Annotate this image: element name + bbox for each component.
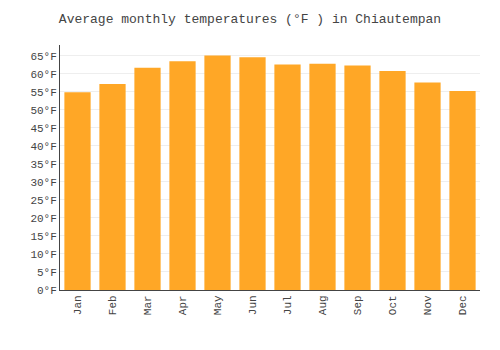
svg-text:35°F: 35°F xyxy=(30,159,56,171)
svg-text:55°F: 55°F xyxy=(30,87,56,99)
svg-text:45°F: 45°F xyxy=(30,123,56,135)
svg-text:5°F: 5°F xyxy=(37,267,57,279)
svg-text:Sep: Sep xyxy=(352,295,364,315)
svg-text:25°F: 25°F xyxy=(30,195,56,207)
svg-text:Average monthly temperatures (: Average monthly temperatures (°F ) in Ch… xyxy=(59,12,441,27)
svg-text:0°F: 0°F xyxy=(37,285,57,297)
svg-text:Nov: Nov xyxy=(422,295,434,315)
svg-text:Jan: Jan xyxy=(72,295,84,315)
svg-text:10°F: 10°F xyxy=(30,249,56,261)
svg-text:30°F: 30°F xyxy=(30,177,56,189)
svg-text:50°F: 50°F xyxy=(30,105,56,117)
svg-text:65°F: 65°F xyxy=(30,51,56,63)
svg-text:Jul: Jul xyxy=(282,295,294,315)
svg-text:Aug: Aug xyxy=(317,295,329,315)
svg-text:Feb: Feb xyxy=(107,295,119,315)
svg-text:Apr: Apr xyxy=(177,295,189,315)
svg-text:Jun: Jun xyxy=(247,295,259,315)
svg-text:Dec: Dec xyxy=(457,295,469,315)
svg-text:20°F: 20°F xyxy=(30,213,56,225)
svg-text:15°F: 15°F xyxy=(30,231,56,243)
svg-text:Oct: Oct xyxy=(387,295,399,315)
svg-text:Mar: Mar xyxy=(142,295,154,315)
svg-text:May: May xyxy=(212,295,224,315)
svg-text:40°F: 40°F xyxy=(30,141,56,153)
svg-text:60°F: 60°F xyxy=(30,69,56,81)
